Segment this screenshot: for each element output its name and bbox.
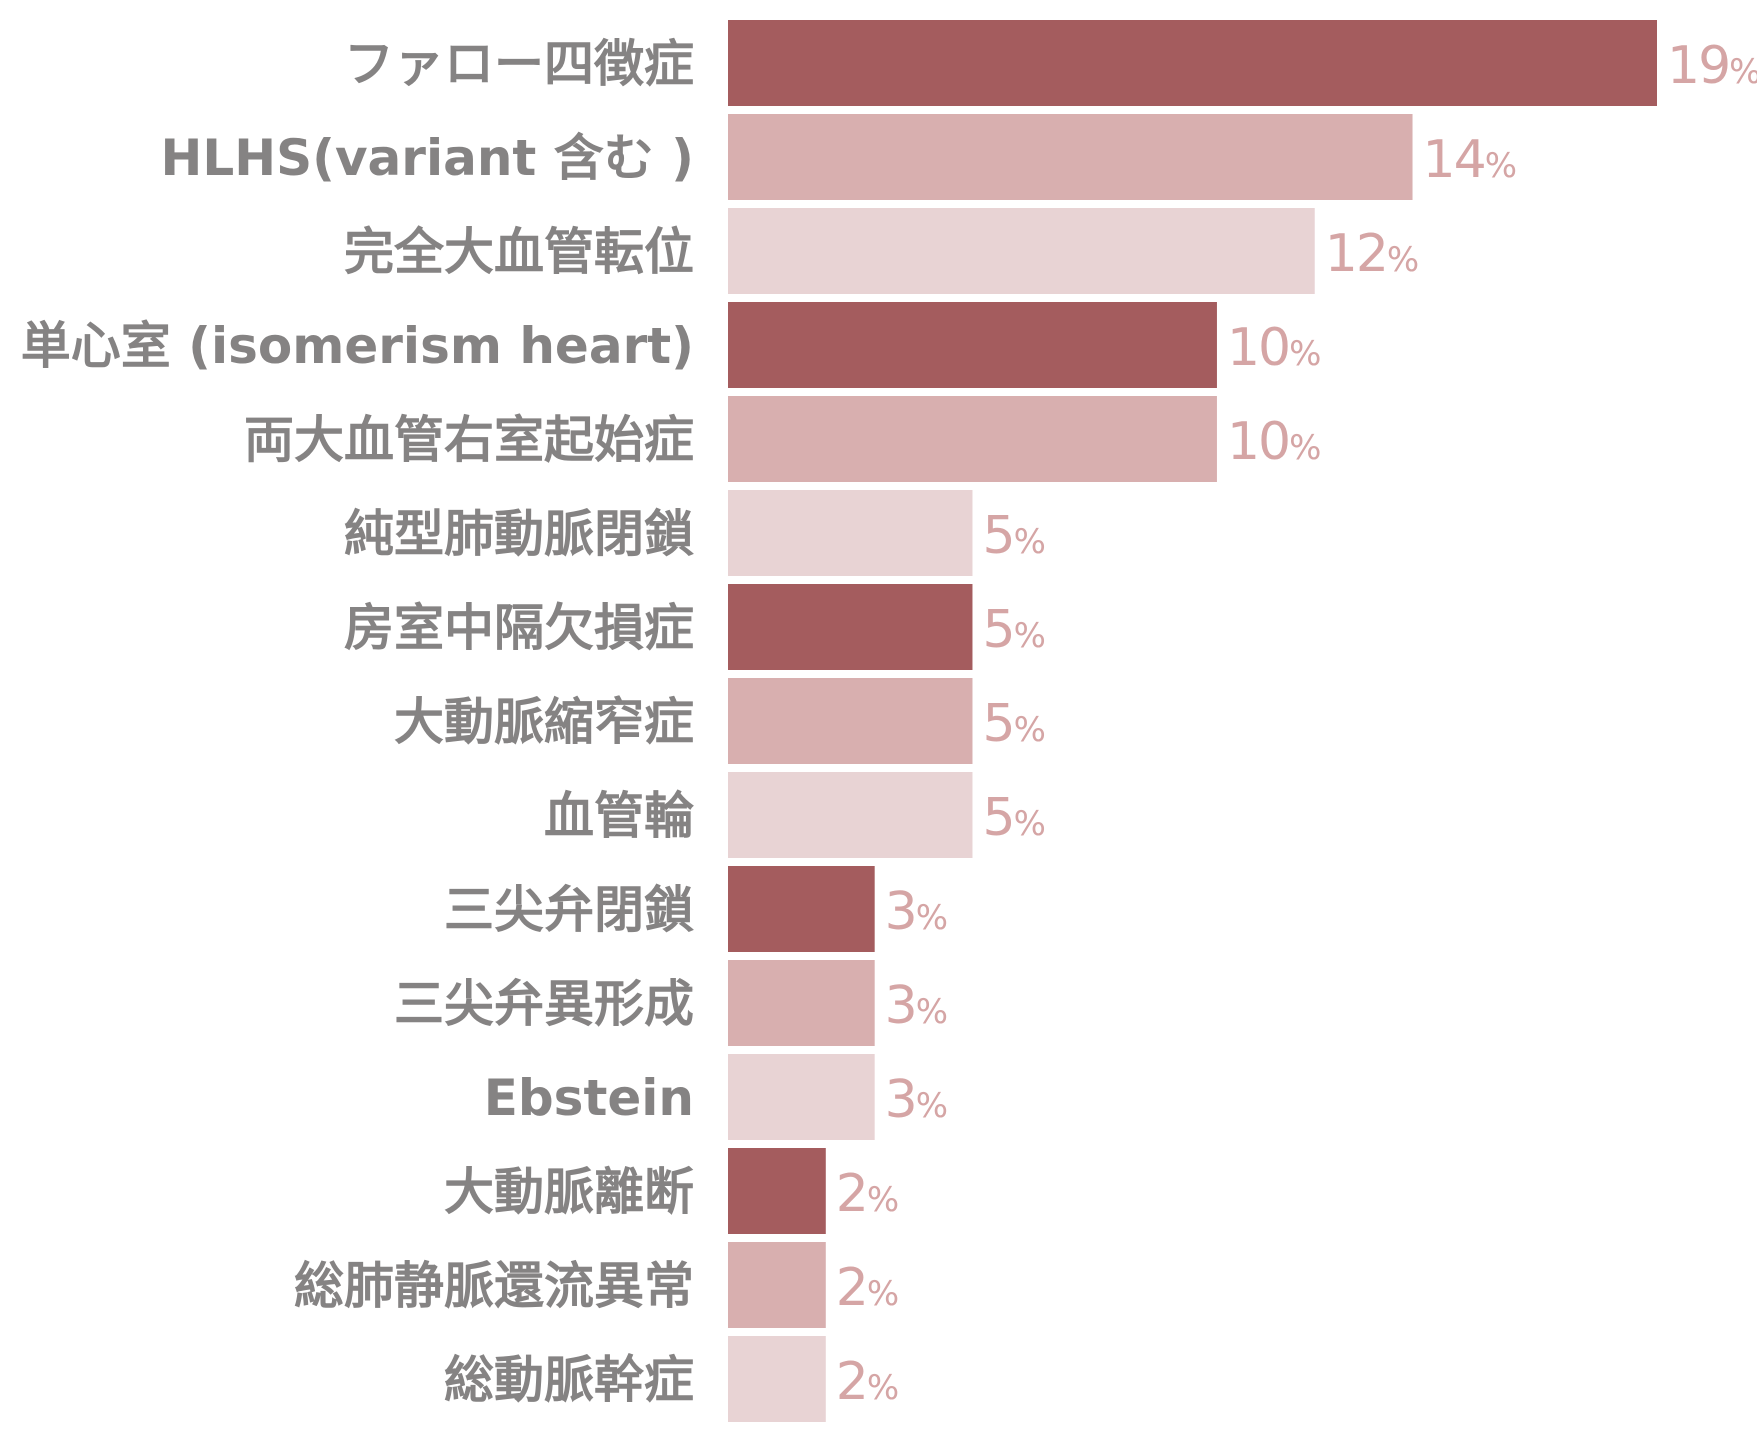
- value-labels-group: 19%14%12%10%10%5%5%5%5%3%3%3%2%2%2%: [836, 36, 1757, 1412]
- bars-group: [728, 20, 1657, 1422]
- value-label-4: 10%: [1227, 412, 1320, 472]
- category-label-13: 総肺静脈還流異常: [294, 1257, 694, 1315]
- category-label-1: HLHS(variant 含む ): [161, 129, 694, 187]
- bar-4: [728, 396, 1217, 482]
- bar-13: [728, 1242, 826, 1328]
- category-label-6: 房室中隔欠損症: [344, 599, 694, 657]
- value-label-3: 10%: [1227, 318, 1320, 378]
- category-label-5: 純型肺動脈閉鎖: [344, 505, 694, 563]
- bar-7: [728, 678, 973, 764]
- category-label-9: 三尖弁閉鎖: [444, 881, 694, 939]
- category-label-14: 総動脈幹症: [444, 1351, 694, 1409]
- bar-1: [728, 114, 1413, 200]
- value-label-13: 2%: [836, 1258, 898, 1318]
- category-label-11: Ebstein: [484, 1069, 694, 1127]
- value-label-6: 5%: [982, 600, 1044, 660]
- value-label-5: 5%: [982, 506, 1044, 566]
- category-label-7: 大動脈縮窄症: [394, 693, 694, 751]
- category-label-0: ファロー四徴症: [344, 35, 694, 93]
- value-label-7: 5%: [982, 694, 1044, 754]
- bar-0: [728, 20, 1657, 106]
- category-label-12: 大動脈離断: [444, 1163, 694, 1221]
- value-label-8: 5%: [982, 788, 1044, 848]
- bar-11: [728, 1054, 875, 1140]
- value-label-10: 3%: [885, 976, 947, 1036]
- value-label-12: 2%: [836, 1164, 898, 1224]
- category-label-8: 血管輪: [544, 787, 694, 845]
- category-label-4: 両大血管右室起始症: [244, 411, 694, 469]
- bar-14: [728, 1336, 826, 1422]
- bar-2: [728, 208, 1315, 294]
- value-label-2: 12%: [1325, 224, 1418, 284]
- bar-5: [728, 490, 973, 576]
- bar-9: [728, 866, 875, 952]
- category-label-2: 完全大血管転位: [344, 223, 694, 281]
- value-label-9: 3%: [885, 882, 947, 942]
- value-label-1: 14%: [1423, 130, 1516, 190]
- bar-6: [728, 584, 973, 670]
- bar-10: [728, 960, 875, 1046]
- value-label-14: 2%: [836, 1352, 898, 1412]
- category-label-10: 三尖弁異形成: [394, 975, 694, 1033]
- bar-8: [728, 772, 973, 858]
- bar-3: [728, 302, 1217, 388]
- value-label-11: 3%: [885, 1070, 947, 1130]
- bar-12: [728, 1148, 826, 1234]
- value-label-0: 19%: [1667, 36, 1757, 96]
- category-label-3: 単心室 (isomerism heart): [21, 317, 694, 375]
